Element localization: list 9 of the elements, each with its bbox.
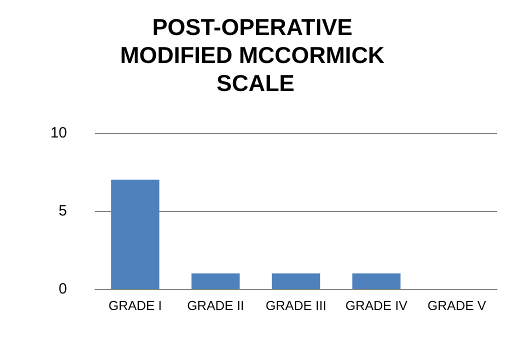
y-tick-label: 10	[50, 124, 67, 142]
x-tick-label: GRADE IV	[345, 298, 408, 313]
x-tick-label: GRADE I	[108, 298, 162, 313]
y-tick-label: 0	[58, 280, 67, 298]
chart-title: POST-OPERATIVE MODIFIED MCCORMICK SCALE	[120, 14, 391, 96]
x-tick-label: GRADE III	[266, 298, 326, 313]
y-tick-label: 5	[58, 202, 67, 220]
x-tick-label: GRADE II	[187, 298, 244, 313]
x-tick-label: GRADE V	[428, 298, 486, 313]
